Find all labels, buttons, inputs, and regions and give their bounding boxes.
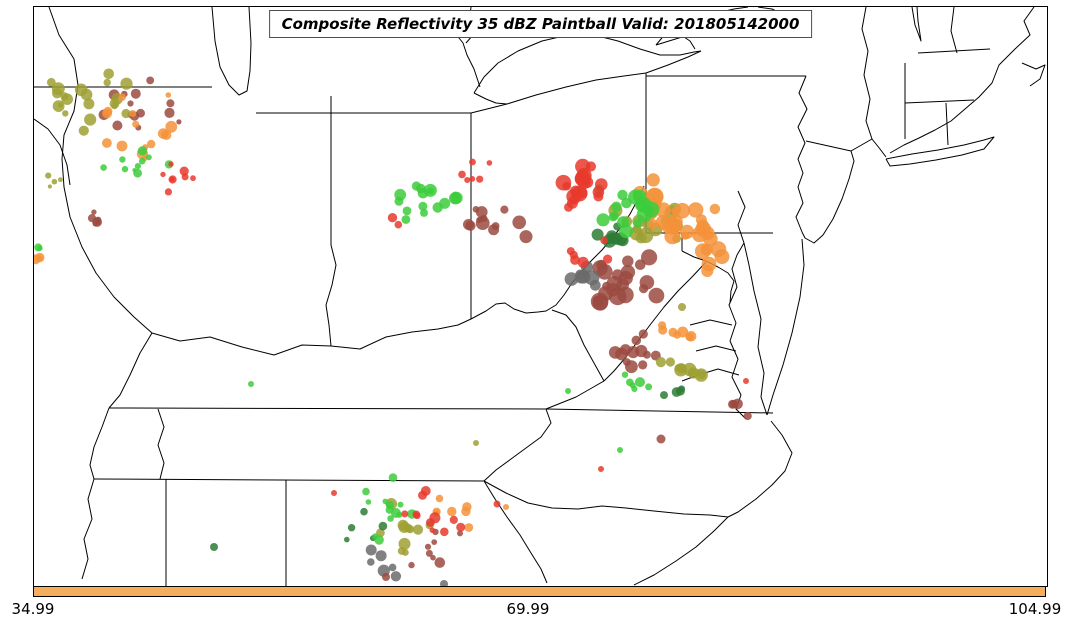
map-title: Composite Reflectivity 35 dBZ Paintball … bbox=[268, 10, 813, 38]
weather-map bbox=[34, 7, 1046, 586]
tick-label-left: 34.99 bbox=[11, 600, 55, 618]
colorbar-tick-labels: 34.99 69.99 104.99 bbox=[0, 600, 1070, 620]
colorbar bbox=[33, 586, 1046, 597]
map-area: Composite Reflectivity 35 dBZ Paintball … bbox=[33, 6, 1048, 587]
tick-label-right: 104.99 bbox=[1008, 600, 1062, 618]
tick-label-center: 69.99 bbox=[506, 600, 550, 618]
